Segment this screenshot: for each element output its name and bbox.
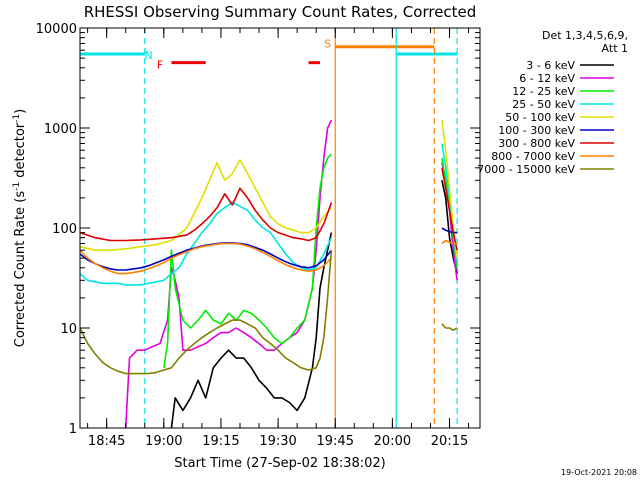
- legend-label: 7000 - 15000 keV: [477, 163, 575, 176]
- legend-label: 300 - 800 keV: [498, 137, 575, 150]
- flag-label: N: [144, 49, 152, 62]
- series-line: [79, 201, 333, 286]
- legend-label: 12 - 25 keV: [512, 85, 575, 98]
- legend-label: 3 - 6 keV: [526, 59, 575, 72]
- series-lines: [79, 119, 458, 429]
- series-line: [79, 242, 332, 275]
- series-line: [163, 153, 332, 368]
- y-tick-label: 10: [60, 322, 77, 337]
- series-line: [79, 250, 333, 375]
- footer-date: 19-Oct-2021 20:08: [561, 468, 637, 477]
- y-axis-label-mid: detector: [13, 122, 28, 182]
- y-tick-label: 1000: [44, 122, 77, 137]
- legend-label: 50 - 100 keV: [505, 111, 575, 124]
- y-axis-label-end: ): [13, 109, 28, 114]
- x-tick-label: 20:15: [431, 434, 468, 449]
- x-tick-label: 19:45: [317, 434, 354, 449]
- x-tick-label: 19:30: [259, 434, 296, 449]
- y-axis-label-main: Corrected Count Rate (s: [13, 191, 28, 348]
- y-axis-label-sup1: -1: [12, 182, 22, 191]
- x-axis: 18:45 19:00 19:15 19:30 19:45 20:00 20:15: [87, 28, 470, 449]
- legend-label: 25 - 50 keV: [512, 98, 575, 111]
- x-axis-label: Start Time (27-Sep-02 18:38:02): [174, 456, 385, 471]
- x-tick-label: 19:00: [145, 434, 182, 449]
- y-tick-label: 100: [52, 222, 77, 237]
- legend-label: 100 - 300 keV: [498, 124, 575, 137]
- legend-header-line2: Att 1: [602, 42, 628, 55]
- chart-title: RHESSI Observing Summary Count Rates, Co…: [84, 3, 477, 21]
- y-axis: 1 10 100 1000 10000: [36, 22, 480, 437]
- y-tick-label: 1: [69, 422, 77, 437]
- flag-bars: NF S: [80, 37, 458, 72]
- series-line: [441, 323, 458, 332]
- y-axis-label: Corrected Count Rate (s-1 detector-1): [12, 109, 28, 347]
- legend-label: 800 - 7000 keV: [491, 150, 575, 163]
- series-line: [79, 187, 333, 242]
- y-tick-label: 10000: [36, 22, 77, 37]
- flag-label: S: [324, 37, 331, 50]
- x-tick-label: 19:15: [202, 434, 239, 449]
- legend-label: 6 - 12 keV: [519, 72, 575, 85]
- time-markers: [144, 28, 458, 428]
- legend-header-line1: Det 1,3,4,5,6,9,: [542, 29, 628, 42]
- series-line: [441, 167, 458, 251]
- series-line: [441, 227, 458, 234]
- series-line: [79, 159, 333, 251]
- y-axis-label-sup2: -1: [12, 114, 22, 123]
- series-line: [441, 239, 458, 245]
- x-tick-label: 20:00: [374, 434, 411, 449]
- x-tick-label: 18:45: [88, 434, 125, 449]
- flag-label: F: [157, 59, 163, 72]
- series-line: [170, 232, 333, 429]
